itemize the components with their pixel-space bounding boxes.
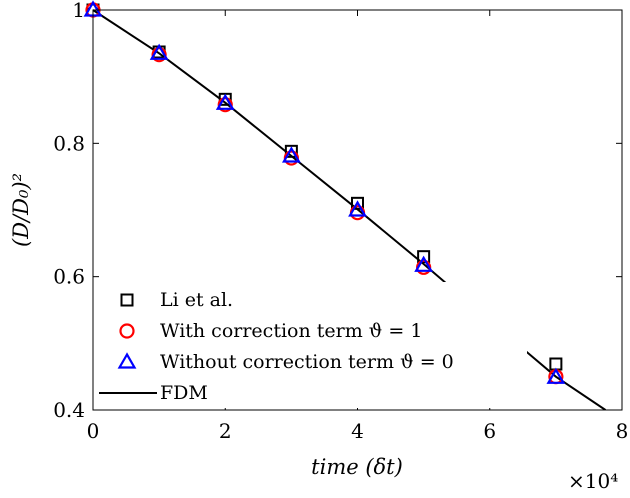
- x-tick-label: 6: [483, 419, 496, 443]
- x-tick-label: 4: [351, 419, 364, 443]
- y-tick-label: 0.4: [53, 398, 85, 422]
- legend-entry: Li et al.: [160, 289, 233, 311]
- y-tick-label: 0.8: [53, 131, 85, 155]
- legend-entry: FDM: [160, 382, 208, 404]
- data-point-circle: [151, 47, 167, 63]
- data-point-square: [417, 250, 431, 264]
- data-point-triangle: [215, 93, 235, 110]
- data-point-triangle: [414, 255, 434, 272]
- x-tick-label: 2: [219, 419, 232, 443]
- data-point-triangle: [546, 367, 566, 384]
- data-point-circle: [217, 97, 233, 113]
- data-point-triangle: [149, 43, 169, 60]
- legend-marker: [119, 323, 135, 339]
- legend-background: [97, 282, 527, 408]
- y-axis-label: (D/D₀)²: [9, 173, 33, 247]
- data-point-triangle: [348, 200, 367, 217]
- data-point-square: [351, 196, 364, 210]
- legend: Li et al. With correction term ϑ = 1 Witho…: [97, 282, 527, 408]
- legend-marker: [117, 352, 137, 369]
- y-tick-label: 1: [72, 0, 85, 22]
- y-tick-label: 0.6: [53, 265, 85, 289]
- legend-entry: With correction term ϑ = 1: [160, 320, 422, 342]
- x-axis-label: time (δt): [311, 455, 403, 479]
- x-tick-label: 0: [87, 419, 100, 443]
- x-tick-label: 8: [616, 419, 629, 443]
- axes-layer: 0 2 4 6 8 0.4 0.6 0.8 1: [53, 0, 628, 443]
- data-point-triangle: [281, 146, 301, 163]
- legend-marker: [120, 293, 134, 307]
- x-exponent-label: ×10⁴: [568, 469, 618, 493]
- data-point-square: [284, 144, 298, 158]
- legend-entry: Without correction term ϑ = 0: [160, 351, 454, 373]
